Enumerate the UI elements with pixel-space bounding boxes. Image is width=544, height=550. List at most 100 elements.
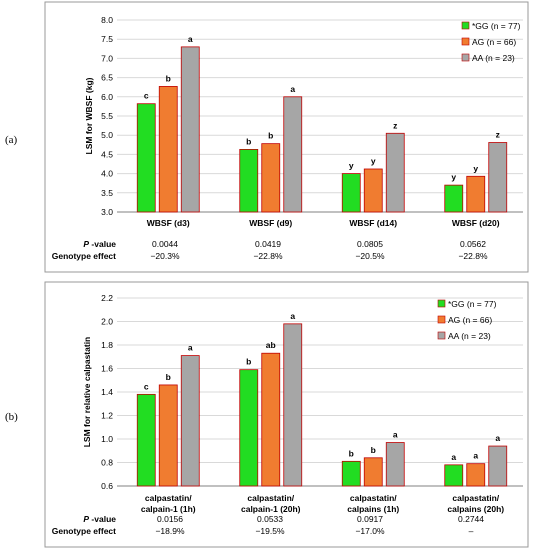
sig-label-b-AG-3: b [371,445,376,455]
category-label-a-2: WBSF (d9) [249,218,292,228]
y-tick-label-b-0: 0.6 [101,481,113,491]
panel-label-b: (b) [5,411,18,423]
category-label-b-4-line1: calpastatin/ [452,493,499,503]
genotype-label-a: Genotype effect [52,251,116,261]
bar-b-AA-3 [385,442,405,487]
bar-a-AA-1 [180,46,200,213]
sig-label-b-GG-3: b [349,448,354,458]
sig-label-a-AA-2: a [290,84,295,94]
y-tick-label-a-10: 8.0 [101,15,113,25]
sig-label-b-AG-1: b [166,372,171,382]
sig-label-a-AA-3: z [393,120,397,130]
bar-a-AG-2 [261,143,281,213]
panel-b-frame [44,281,529,548]
y-tick-label-a-9: 7.5 [101,34,113,44]
y-tick-label-a-2: 4.0 [101,169,113,179]
category-label-b-2-line2: calpain-1 (20h) [241,504,301,514]
y-tick-label-b-6: 1.8 [101,340,113,350]
genotype-effect-a-3: −20.5% [355,251,385,261]
category-label-b-3-line1: calpastatin/ [350,493,397,503]
bar-b-AG-1 [158,384,178,487]
y-tick-label-a-1: 3.5 [101,188,113,198]
sig-label-a-AA-1: a [188,34,193,44]
chart-a: 3.0 3.5 4.0 4.5 5.0 5.5 6.0 6.5 7.0 7.5 8.0 LSM for… [84,15,523,228]
y-tick-label-a-0: 3.0 [101,207,113,217]
pvalue-label-b: P -value [83,514,116,524]
pvalue-a-1: 0.0044 [152,239,178,249]
pvalue-b-1: 0.0156 [157,514,183,524]
bar-b-GG-3 [341,460,361,487]
pvalue-a-3: 0.0805 [357,239,383,249]
y-tick-label-b-1: 0.8 [101,458,113,468]
category-label-b-2-line1: calpastatin/ [247,493,294,503]
category-label-a-3: WBSF (d14) [349,218,397,228]
legend-swatch-b-GG [437,299,446,308]
category-label-b-1-line2: calpain-1 (1h) [141,504,196,514]
sig-label-a-AA-4: z [496,129,500,139]
legend-swatch-b-AA [437,331,446,340]
bar-a-GG-1 [136,103,156,213]
chart-b: 0.6 0.8 1.0 1.2 1.4 1.6 1.8 2.0 2.2 LSM for relat… [82,293,523,514]
category-label-b-4-line2: calpains (20h) [447,504,504,514]
genotype-effect-a-4: −22.8% [458,251,488,261]
y-tick-label-b-5: 1.6 [101,364,113,374]
legend-swatch-a-GG [461,21,470,30]
bar-a-AA-2 [283,96,303,213]
bar-b-AG-2 [261,352,281,487]
y-tick-label-a-8: 7.0 [101,53,113,63]
category-label-a-4: WBSF (d20) [452,218,500,228]
category-label-a-1: WBSF (d3) [147,218,190,228]
y-tick-label-a-6: 6.0 [101,92,113,102]
sig-label-a-AG-3: y [371,156,376,166]
bar-b-AA-1 [180,355,200,487]
stats-b: P -value Genotype effect 0.0156 0.0533 0… [52,514,485,536]
bar-a-AA-3 [385,132,405,213]
bar-b-AG-4 [466,463,486,487]
bar-a-GG-3 [341,173,361,213]
sig-label-b-AA-2: a [290,311,295,321]
legend-label-b-AG: AG (n = 66) [448,315,492,325]
stats-a: P -value Genotype effect 0.0044 0.0419 0… [52,239,488,261]
bar-b-AA-4 [488,445,508,487]
legend-swatch-b-AG [437,315,446,324]
genotype-effect-b-1: −18.9% [155,526,185,536]
y-tick-label-b-3: 1.2 [101,411,113,421]
y-tick-label-a-7: 6.5 [101,73,113,83]
category-label-b-3-line2: calpains (1h) [347,504,399,514]
y-tick-label-a-4: 5.0 [101,130,113,140]
legend-swatch-a-AG [461,37,470,46]
pvalue-b-2: 0.0533 [257,514,283,524]
sig-label-b-AA-1: a [188,343,193,353]
bar-a-AG-4 [466,175,486,213]
y-tick-label-b-8: 2.2 [101,293,113,303]
bar-a-GG-4 [444,184,464,213]
legend-label-b-AA: AA (n = 23) [448,331,491,341]
bar-a-GG-2 [239,149,259,213]
pvalue-a-4: 0.0562 [460,239,486,249]
sig-label-b-AA-3: a [393,430,398,440]
sig-label-a-GG-3: y [349,161,354,171]
sig-label-b-AG-2: ab [266,340,276,350]
y-tick-label-b-2: 1.0 [101,434,113,444]
bar-a-AG-1 [158,86,178,213]
y-tick-label-b-4: 1.4 [101,387,113,397]
bar-a-AG-3 [363,168,383,213]
panel-a-frame [44,1,529,273]
sig-label-b-AA-4: a [495,433,500,443]
legend-swatch-a-AA [461,53,470,62]
genotype-effect-b-4: – [469,526,474,536]
category-label-b-1-line1: calpastatin/ [145,493,192,503]
sig-label-a-AG-2: b [268,131,273,141]
sig-label-a-GG-1: c [144,91,149,101]
sig-label-b-AG-4: a [473,451,478,461]
sig-label-a-GG-4: y [451,172,456,182]
y-axis-label-a: LSM for WBSF (kg) [84,77,94,154]
genotype-effect-b-2: −19.5% [255,526,285,536]
pvalue-label-a: P -value [83,239,116,249]
pvalue-b-4: 0.2744 [458,514,484,524]
sig-label-a-GG-2: b [246,136,251,146]
sig-label-a-AG-4: y [473,163,478,173]
legend-label-a-GG: *GG (n = 77) [472,21,521,31]
bar-b-GG-1 [136,393,156,487]
